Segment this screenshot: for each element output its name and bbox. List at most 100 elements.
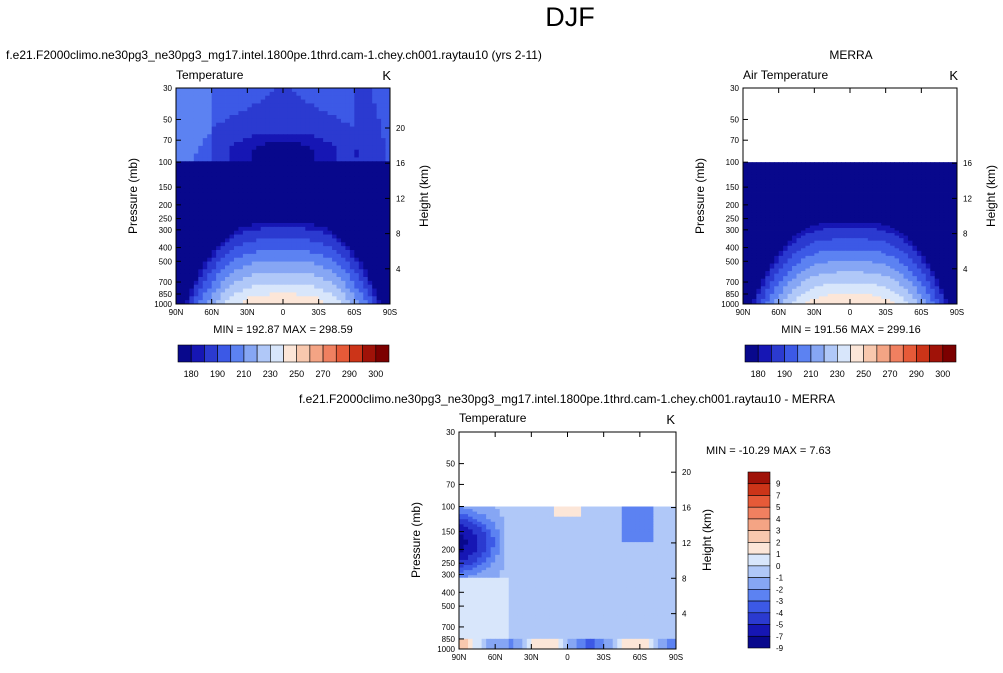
contour-cell xyxy=(948,200,953,204)
contour-cell xyxy=(265,265,271,270)
contour-cell xyxy=(287,165,293,170)
contour-cell xyxy=(314,149,320,154)
contour-cell xyxy=(899,273,904,277)
contour-cell xyxy=(796,228,802,231)
contour-cell xyxy=(921,210,927,214)
contour-cell xyxy=(818,197,824,201)
contour-cell xyxy=(850,184,855,188)
contour-cell xyxy=(809,190,815,193)
contour-cell xyxy=(323,265,328,270)
contour-cell xyxy=(809,164,815,168)
contour-cell xyxy=(274,261,279,266)
contour-cell xyxy=(349,242,355,247)
contour-cell xyxy=(220,142,226,147)
contour-cell xyxy=(318,153,324,158)
contour-cell xyxy=(211,196,217,201)
contour-cell xyxy=(229,161,235,166)
contour-cell xyxy=(300,115,306,120)
contour-cell xyxy=(845,190,851,193)
contour-cell xyxy=(296,188,302,193)
contour-cell xyxy=(863,258,869,262)
contour-cell xyxy=(925,172,931,176)
contour-cell xyxy=(314,115,320,120)
contour-cell xyxy=(814,192,820,196)
contour-cell xyxy=(278,253,284,259)
contour-cell xyxy=(841,245,846,249)
contour-cell xyxy=(340,130,346,135)
contour-cell xyxy=(354,296,360,301)
contour-cell xyxy=(890,235,895,239)
contour-cell xyxy=(747,172,753,176)
contour-cell xyxy=(845,233,851,237)
contour-cell xyxy=(265,250,271,255)
contour-cell xyxy=(363,269,369,274)
contour-cell xyxy=(220,207,226,212)
contour-cell xyxy=(363,203,369,208)
contour-cell xyxy=(202,292,208,297)
contour-cell xyxy=(363,103,369,108)
contour-cell xyxy=(274,292,279,297)
contour-cell xyxy=(260,230,266,235)
contour-cell xyxy=(247,215,253,220)
contour-cell xyxy=(778,187,784,191)
contour-cell xyxy=(885,235,891,239)
contour-cell xyxy=(198,215,204,220)
contour-cell xyxy=(229,142,235,147)
contour-cell xyxy=(225,269,230,274)
contour-cell xyxy=(233,265,239,270)
contour-cell xyxy=(283,234,288,239)
contour-cell xyxy=(300,126,306,131)
contour-cell xyxy=(358,269,364,274)
contour-cell xyxy=(247,296,253,301)
contour-cell xyxy=(367,118,373,124)
contour-cell xyxy=(349,130,355,135)
contour-cell xyxy=(858,202,864,206)
contour-cell xyxy=(827,248,833,252)
contour-cell xyxy=(760,215,766,219)
contour-cell xyxy=(854,164,860,168)
contour-cell xyxy=(796,248,802,252)
contour-cell xyxy=(274,161,279,166)
contour-cell xyxy=(800,228,806,231)
contour-cell xyxy=(233,207,239,212)
contour-cell xyxy=(233,234,239,239)
contour-cell xyxy=(354,91,360,97)
contour-cell xyxy=(881,240,887,244)
contour-cell xyxy=(242,300,248,305)
contour-cell xyxy=(845,260,851,264)
contour-cell xyxy=(948,184,953,188)
contour-cell xyxy=(952,200,958,204)
contour-cell xyxy=(792,187,797,191)
contour-cell xyxy=(300,95,306,100)
contour-cell xyxy=(769,248,775,252)
contour-cell xyxy=(881,197,887,201)
contour-cell xyxy=(845,220,851,224)
contour-cell xyxy=(193,296,199,301)
contour-cell xyxy=(363,172,369,178)
contour-cell xyxy=(358,115,364,120)
contour-cell xyxy=(363,277,369,282)
contour-cell xyxy=(207,234,213,239)
contour-cell xyxy=(305,107,311,112)
contour-cell xyxy=(841,207,846,211)
contour-cell xyxy=(247,103,253,108)
contour-cell xyxy=(323,253,328,259)
contour-cell xyxy=(858,207,864,211)
contour-cell xyxy=(323,176,328,181)
contour-cell xyxy=(783,222,788,226)
contour-cell xyxy=(930,228,936,231)
contour-cell xyxy=(934,271,940,274)
contour-cell xyxy=(890,220,895,224)
contour-cell xyxy=(783,212,788,216)
contour-cell xyxy=(385,122,391,127)
contour-cell xyxy=(287,172,293,178)
contour-cell xyxy=(220,300,226,305)
contour-cell xyxy=(796,190,802,193)
contour-cell xyxy=(354,284,360,289)
contour-cell xyxy=(238,196,244,201)
contour-cell xyxy=(787,172,793,176)
contour-cell xyxy=(876,210,882,214)
contour-cell xyxy=(774,217,780,221)
contour-cell xyxy=(211,169,217,174)
